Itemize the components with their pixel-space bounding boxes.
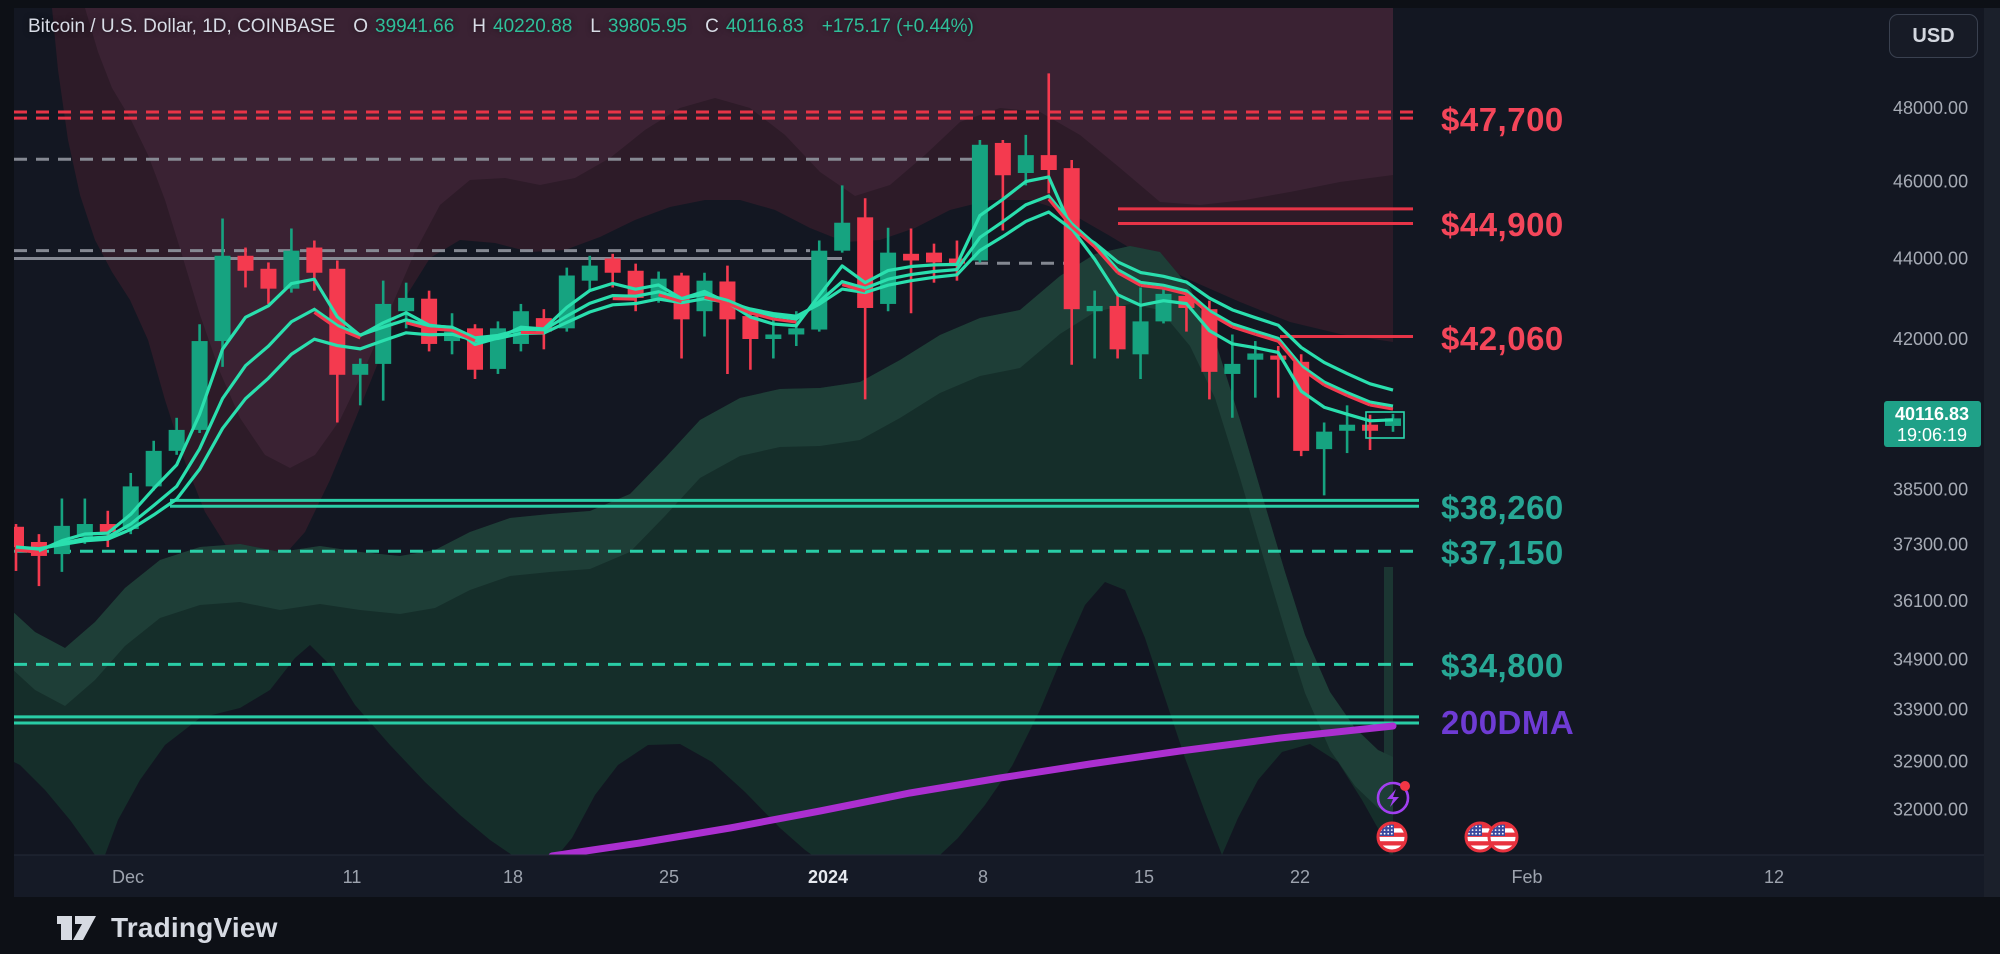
current-price-value: 40116.83: [1895, 404, 1969, 424]
time-axis-label: Dec: [112, 867, 144, 887]
time-axis-label: 12: [1764, 867, 1784, 887]
selection-box[interactable]: [1365, 411, 1405, 439]
time-axis-label: 2024: [808, 867, 848, 887]
price-axis-label: 33900.00: [1893, 700, 1968, 720]
lightning-event-icon: [1376, 781, 1410, 815]
time-axis-label: 22: [1290, 867, 1310, 887]
price-axis-label: 38500.00: [1893, 480, 1968, 500]
current-price-time: 19:06:19: [1897, 425, 1967, 445]
change-value: +175.17 (+0.44%): [821, 16, 974, 37]
time-axis[interactable]: [14, 855, 1984, 897]
price-axis-label: 32000.00: [1893, 799, 1968, 819]
us-flag-event-icon[interactable]: [1376, 821, 1408, 853]
currency-button[interactable]: USD: [1889, 14, 1978, 58]
tradingview-mark-icon: [57, 916, 96, 940]
symbol-title[interactable]: Bitcoin / U.S. Dollar, 1D, COINBASE: [28, 16, 336, 37]
price-axis-label: 37300.00: [1893, 534, 1968, 554]
price-level-label: $38,260: [1441, 489, 1564, 527]
price-axis-label: 34900.00: [1893, 649, 1968, 669]
ohlc-low: L 39805.95: [590, 16, 688, 37]
symbol-header: Bitcoin / U.S. Dollar, 1D, COINBASE O 399…: [28, 16, 974, 38]
price-axis-label: 46000.00: [1893, 172, 1968, 192]
time-axis-label: 15: [1134, 867, 1154, 887]
price-level-label: $42,060: [1441, 319, 1564, 357]
candles: [14, 73, 1401, 587]
tradingview-wordmark: TradingView: [111, 912, 278, 943]
time-axis-label: Feb: [1511, 867, 1542, 887]
ma200-label: 200DMA: [1441, 704, 1575, 741]
price-axis-label: 32900.00: [1893, 751, 1968, 771]
us-flag-event-icon[interactable]: [1487, 821, 1519, 853]
price-level-label: $34,800: [1441, 647, 1564, 685]
price-level-label: $47,700: [1441, 101, 1564, 139]
current-price-badge: [1884, 401, 1981, 447]
ema-ribbon: [15, 175, 1394, 554]
sr-levels: [14, 110, 1419, 725]
price-axis-label: 44000.00: [1893, 249, 1968, 269]
ma200-line: [548, 722, 1397, 855]
us-flag-event-icon[interactable]: [1464, 821, 1496, 853]
price-axis-label: 48000.00: [1893, 98, 1968, 118]
ohlc-close: C 40116.83: [705, 16, 804, 37]
price-level-label: $37,150: [1441, 534, 1564, 572]
price-axis-label: 36100.00: [1893, 591, 1968, 611]
price-axis[interactable]: 48000.00 46000.00 44000.00 42000.00 38500.00…: [1884, 98, 1981, 819]
event-markers[interactable]: [1376, 781, 1519, 853]
tradingview-logo[interactable]: TradingView: [56, 908, 278, 948]
time-axis-label: 11: [343, 867, 362, 887]
ohlc-open: O 39941.66: [353, 16, 455, 37]
ohlc-high: H 40220.88: [472, 16, 573, 37]
price-axis-label: 42000.00: [1893, 329, 1968, 349]
time-axis-label: 8: [978, 867, 988, 887]
time-axis-label: 25: [659, 867, 679, 887]
price-level-label: $44,900: [1441, 206, 1564, 244]
time-axis-label: 18: [503, 867, 523, 887]
